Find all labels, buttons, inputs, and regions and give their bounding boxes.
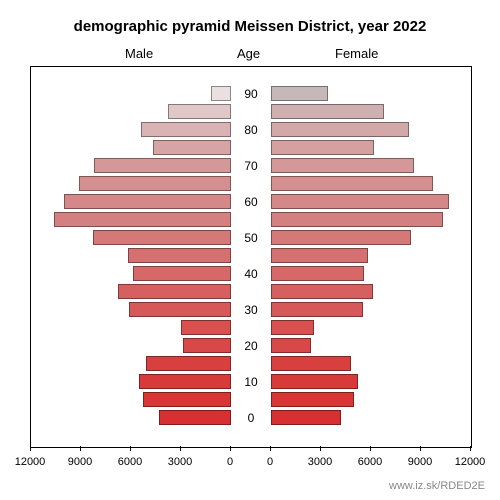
bar-female bbox=[271, 374, 358, 389]
bar-female bbox=[271, 104, 384, 119]
x-axis-female: 030006000900012000 bbox=[270, 446, 470, 476]
bar-male bbox=[143, 392, 231, 407]
tick-label: 9000 bbox=[408, 456, 432, 468]
bar-female bbox=[271, 158, 414, 173]
bar-male bbox=[128, 248, 231, 263]
tick-line bbox=[320, 446, 321, 451]
bar-male bbox=[183, 338, 231, 353]
tick-line bbox=[180, 446, 181, 451]
label-female: Female bbox=[335, 46, 378, 61]
bar-male bbox=[139, 374, 231, 389]
bar-female bbox=[271, 248, 368, 263]
tick-label: 6000 bbox=[358, 456, 382, 468]
age-label: 90 bbox=[231, 87, 271, 101]
tick-label: 0 bbox=[267, 456, 273, 468]
plot-area: 90 80 70 60 50 40 30 20 10 0 bbox=[30, 66, 472, 448]
bar-female bbox=[271, 86, 328, 101]
label-age: Age bbox=[237, 46, 260, 61]
bar-female bbox=[271, 302, 363, 317]
bar-male bbox=[129, 302, 231, 317]
bar-male bbox=[211, 86, 231, 101]
panel-female bbox=[271, 67, 471, 447]
tick-line bbox=[230, 446, 231, 451]
tick-line bbox=[130, 446, 131, 451]
bar-male bbox=[168, 104, 231, 119]
tick-line bbox=[370, 446, 371, 451]
bar-male bbox=[93, 230, 231, 245]
bar-male bbox=[181, 320, 231, 335]
tick-label: 3000 bbox=[168, 456, 192, 468]
chart-container: demographic pyramid Meissen District, ye… bbox=[0, 0, 500, 500]
bar-female bbox=[271, 266, 364, 281]
tick-label: 12000 bbox=[15, 456, 46, 468]
watermark: www.iz.sk/RDED2E bbox=[389, 480, 485, 492]
tick-line bbox=[80, 446, 81, 451]
bar-male bbox=[94, 158, 231, 173]
age-label: 80 bbox=[231, 123, 271, 137]
tick-label: 0 bbox=[227, 456, 233, 468]
bar-female bbox=[271, 356, 351, 371]
bar-female bbox=[271, 176, 433, 191]
bar-female bbox=[271, 284, 373, 299]
tick-label: 3000 bbox=[308, 456, 332, 468]
bar-male bbox=[141, 122, 231, 137]
tick-line bbox=[30, 446, 31, 451]
age-label: 40 bbox=[231, 267, 271, 281]
tick-label: 12000 bbox=[455, 456, 486, 468]
bar-female bbox=[271, 212, 443, 227]
bar-male bbox=[146, 356, 231, 371]
age-label: 0 bbox=[231, 411, 271, 425]
bar-female bbox=[271, 410, 341, 425]
bar-female bbox=[271, 320, 314, 335]
age-label: 50 bbox=[231, 231, 271, 245]
bar-male bbox=[153, 140, 231, 155]
tick-label: 9000 bbox=[68, 456, 92, 468]
x-axis-male: 120009000600030000 bbox=[30, 446, 230, 476]
center-panel: 90 80 70 60 50 40 30 20 10 0 bbox=[231, 67, 271, 447]
label-male: Male bbox=[125, 46, 153, 61]
chart-title: demographic pyramid Meissen District, ye… bbox=[0, 18, 500, 35]
bar-female bbox=[271, 194, 449, 209]
bar-male bbox=[118, 284, 231, 299]
tick-line bbox=[420, 446, 421, 451]
age-label: 10 bbox=[231, 375, 271, 389]
bar-male bbox=[133, 266, 231, 281]
age-label: 60 bbox=[231, 195, 271, 209]
tick-line bbox=[270, 446, 271, 451]
bar-female bbox=[271, 392, 354, 407]
bar-male bbox=[64, 194, 231, 209]
bar-female bbox=[271, 140, 374, 155]
tick-line bbox=[470, 446, 471, 451]
bar-male bbox=[54, 212, 231, 227]
age-label: 30 bbox=[231, 303, 271, 317]
age-label: 70 bbox=[231, 159, 271, 173]
panel-male bbox=[31, 67, 231, 447]
bar-female bbox=[271, 338, 311, 353]
tick-label: 6000 bbox=[118, 456, 142, 468]
bar-male bbox=[159, 410, 231, 425]
bar-female bbox=[271, 122, 409, 137]
bar-male bbox=[79, 176, 231, 191]
bar-female bbox=[271, 230, 411, 245]
age-label: 20 bbox=[231, 339, 271, 353]
